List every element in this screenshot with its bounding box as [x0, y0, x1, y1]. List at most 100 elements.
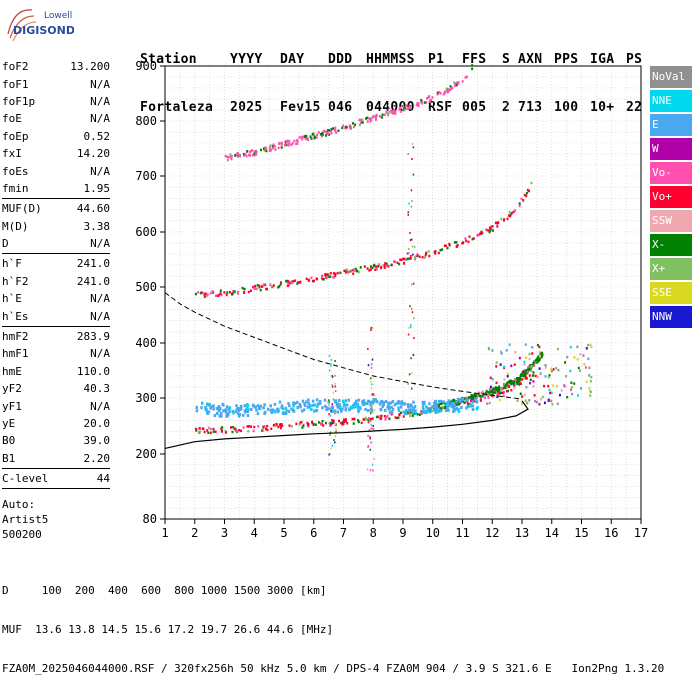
trace-point	[326, 273, 329, 276]
trace-point	[261, 285, 264, 288]
trace-point	[240, 429, 243, 433]
trace-point	[352, 122, 355, 125]
trace-point	[253, 150, 256, 153]
trace-point	[374, 398, 377, 402]
y-tick-label: 400	[135, 336, 157, 350]
trace-point	[352, 403, 356, 407]
trace-point	[220, 293, 223, 297]
trace-point	[410, 372, 413, 375]
trace-point	[487, 393, 490, 397]
param-value: 39.0	[83, 434, 111, 448]
trace-point	[255, 287, 258, 291]
trace-point	[342, 402, 346, 406]
trace-point	[367, 445, 370, 448]
trace-point	[410, 357, 412, 360]
trace-point	[272, 424, 275, 427]
trace-point	[346, 422, 349, 425]
trace-point	[383, 414, 386, 418]
trace-point	[538, 358, 541, 361]
x-tick-label: 12	[485, 526, 499, 540]
trace-point	[434, 252, 437, 255]
trace-point	[246, 403, 250, 407]
trace-point	[307, 278, 310, 282]
param-value: N/A	[90, 292, 110, 306]
trace-point	[226, 158, 229, 162]
trace-point	[408, 104, 411, 108]
trace-point	[198, 427, 201, 430]
trace-point	[475, 400, 479, 404]
trace-point	[382, 403, 385, 407]
trace-point	[367, 400, 371, 404]
param-value: 2.20	[83, 451, 111, 465]
trace-point	[315, 136, 318, 139]
trace-point	[492, 229, 495, 232]
trace-point	[448, 242, 451, 246]
trace-point	[385, 264, 388, 268]
trace-point	[366, 267, 369, 270]
electron-density-profile	[164, 400, 529, 449]
trace-point	[493, 391, 496, 394]
trace-point	[225, 410, 228, 414]
trace-point	[312, 132, 315, 136]
x-tick-label: 10	[426, 526, 440, 540]
trace-point	[369, 403, 372, 407]
trace-point	[496, 390, 499, 393]
trace-point	[529, 381, 532, 385]
trace-point	[224, 429, 227, 433]
trace-point	[412, 253, 414, 256]
trace-point	[375, 113, 378, 117]
trace-point	[526, 401, 529, 405]
trace-point	[363, 265, 366, 268]
trace-point	[310, 276, 313, 280]
trace-point	[517, 377, 520, 380]
trace-point	[219, 412, 223, 416]
trace-point	[359, 118, 362, 122]
trace-point	[256, 412, 260, 416]
header-label-4: HHMMSS	[366, 52, 415, 67]
trace-point	[552, 384, 555, 387]
trace-point	[324, 421, 327, 425]
plot-frame	[164, 65, 642, 520]
header-values-row: Fortaleza 2025 Fev15 046 044000 RSF 005 2 713 100…	[140, 100, 642, 116]
trace-point	[369, 400, 373, 404]
x-tick-label: 4	[251, 526, 258, 540]
trace-point	[518, 202, 521, 205]
trace-point	[543, 384, 546, 388]
trace-point	[279, 423, 282, 426]
trace-point	[296, 406, 299, 410]
header-value-6: 005	[462, 100, 487, 115]
trace-point	[501, 386, 504, 390]
trace-point	[259, 288, 262, 292]
trace-point	[454, 82, 457, 85]
trace-point	[551, 403, 554, 406]
trace-point	[489, 229, 492, 232]
trace-point	[264, 146, 267, 149]
trace-point	[377, 265, 380, 268]
trace-point	[253, 153, 256, 157]
trace-point	[479, 232, 482, 235]
trace-point	[262, 425, 265, 429]
trace-point	[372, 427, 375, 430]
trace-point	[293, 139, 296, 143]
trace-point	[412, 400, 415, 404]
auto-line1: Auto:	[2, 498, 36, 512]
trace-point	[292, 280, 295, 283]
trace-point	[411, 311, 414, 314]
trace-point	[345, 403, 348, 407]
trace-point	[367, 421, 370, 424]
legend-item: E	[650, 114, 692, 136]
param-name: yE	[2, 417, 16, 430]
trace-point	[503, 218, 506, 221]
trace-point	[290, 143, 293, 146]
trace-point	[429, 409, 432, 412]
trace-point	[269, 283, 272, 286]
trace-point	[375, 268, 378, 271]
legend-item: SSW	[650, 210, 692, 232]
trace-point	[331, 419, 334, 422]
trace-point	[265, 149, 268, 153]
x-tick-label: 3	[221, 526, 228, 540]
trace-point	[200, 401, 204, 405]
trace-point	[449, 88, 452, 91]
trace-point	[212, 430, 215, 433]
header-label-2: DAY	[280, 52, 305, 67]
